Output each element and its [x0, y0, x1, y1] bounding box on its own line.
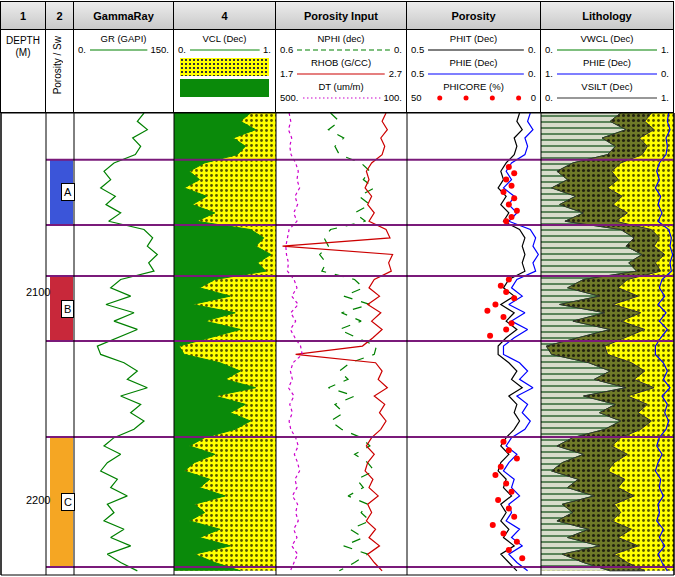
- html-text:0.: 0.: [545, 92, 553, 103]
- html-text:0.5: 0.5: [411, 44, 425, 55]
- html-text:Porosity Input: Porosity Input: [304, 9, 378, 22]
- html-text:0.: 0.: [178, 44, 186, 55]
- html-text:NPHI (dec): NPHI (dec): [317, 33, 365, 44]
- html-text:50: 50: [411, 92, 422, 103]
- html-text:PHICORE (%): PHICORE (%): [443, 81, 504, 92]
- svg-text:A: A: [64, 186, 72, 198]
- html-text:4: 4: [221, 9, 228, 22]
- html-text:VCL (Dec): VCL (Dec): [202, 33, 247, 44]
- html-text:150.: 150.: [150, 44, 169, 55]
- html-text:2: 2: [56, 9, 63, 22]
- html-text:GR (GAPI): GR (GAPI): [100, 33, 147, 44]
- html-text:0.: 0.: [545, 44, 553, 55]
- html-text:PHIE (Dec): PHIE (Dec): [583, 57, 631, 68]
- svg-text:C: C: [64, 496, 72, 508]
- html-text:0: 0: [530, 92, 536, 103]
- svg-text:2100: 2100: [26, 286, 50, 298]
- html-text:0.: 0.: [528, 68, 536, 79]
- html-text:0.: 0.: [394, 44, 402, 55]
- html-text:0.5: 0.5: [411, 68, 425, 79]
- html-text:VWCL (Dec): VWCL (Dec): [580, 33, 634, 44]
- html-text:500.: 500.: [280, 92, 299, 103]
- html-text:2.7: 2.7: [388, 68, 402, 79]
- html-text:1.: 1.: [263, 44, 271, 55]
- html-text:0.: 0.: [78, 44, 86, 55]
- html-text:Lithology: Lithology: [582, 9, 632, 22]
- html-text:RHOB (G/CC): RHOB (G/CC): [310, 57, 372, 68]
- html-text:100.: 100.: [383, 92, 402, 103]
- html-text:0.6: 0.6: [280, 44, 294, 55]
- html-text:0.: 0.: [528, 44, 536, 55]
- html-text:PHIE (Dec): PHIE (Dec): [449, 57, 498, 68]
- html-text:VSILT (Dec): VSILT (Dec): [581, 81, 633, 92]
- html-text:Porosity: Porosity: [451, 9, 496, 22]
- html-text:DT (um/m): DT (um/m): [318, 81, 364, 92]
- html-text:DEPTH (M): DEPTH (M): [6, 35, 40, 58]
- html-text:1.7: 1.7: [280, 68, 294, 79]
- html-text:1.: 1.: [661, 44, 669, 55]
- html-text:GammaRay: GammaRay: [93, 9, 154, 22]
- html-text:0.: 0.: [661, 68, 669, 79]
- html-text:Porosity / Sw: Porosity / Sw: [52, 36, 63, 95]
- html-text:1.: 1.: [545, 68, 553, 79]
- svg-text:2200: 2200: [26, 494, 50, 506]
- html-text:1.: 1.: [661, 92, 669, 103]
- html-text:PHIT (Dec): PHIT (Dec): [449, 33, 498, 44]
- svg-text:B: B: [64, 303, 71, 315]
- html-text:1: 1: [19, 9, 27, 22]
